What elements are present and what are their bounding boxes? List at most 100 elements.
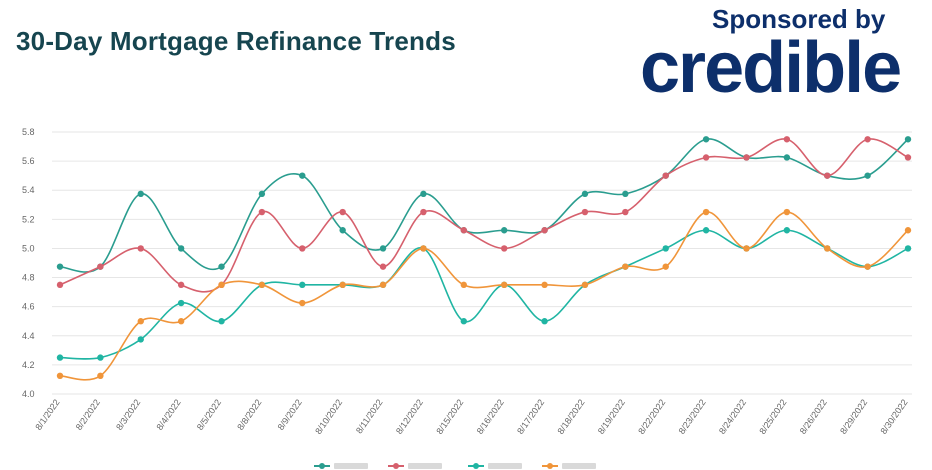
data-point [56, 372, 64, 380]
y-tick-label: 4.8 [22, 273, 35, 283]
data-point [783, 227, 791, 234]
x-tick-label: 8/26/2022 [798, 397, 829, 436]
data-point [339, 208, 346, 216]
data-point [662, 263, 669, 270]
series-4 [56, 208, 912, 381]
data-point [662, 245, 669, 252]
data-point [500, 227, 508, 234]
x-tick-label: 8/8/2022 [235, 397, 263, 431]
data-point [500, 281, 508, 289]
legend-label-placeholder [408, 463, 442, 469]
x-tick-label: 8/5/2022 [195, 397, 223, 431]
data-point [581, 281, 589, 289]
data-point [904, 136, 912, 143]
x-axis-ticks: 8/1/2022 8/2/2022 8/3/2022 8/4/2022 8/5/2022… [33, 397, 909, 436]
series-line [59, 138, 909, 273]
series-line [59, 229, 909, 360]
data-point [299, 172, 306, 179]
x-tick-label: 8/30/2022 [878, 397, 909, 436]
data-point [783, 208, 791, 216]
series-1 [56, 136, 912, 273]
data-point [541, 281, 548, 289]
data-point [702, 136, 710, 143]
legend-marker [547, 463, 553, 469]
data-point [783, 154, 791, 161]
x-tick-label: 8/17/2022 [515, 397, 546, 436]
data-point [97, 354, 104, 361]
data-point [864, 263, 871, 270]
data-point [541, 227, 548, 234]
data-point [177, 299, 185, 307]
data-point [56, 354, 64, 361]
x-tick-label: 8/12/2022 [394, 397, 425, 436]
data-point [541, 318, 548, 325]
y-tick-label: 4.2 [22, 360, 35, 370]
data-point [622, 263, 629, 270]
data-point [258, 208, 266, 216]
chart-title: 30-Day Mortgage Refinance Trends [16, 26, 456, 56]
y-tick-label: 5.0 [22, 243, 35, 253]
data-point [864, 172, 871, 179]
data-point [299, 281, 306, 289]
data-point [460, 281, 468, 289]
data-point [500, 245, 508, 252]
chart-legend [314, 463, 596, 469]
data-point [662, 172, 669, 179]
data-point [864, 136, 871, 143]
data-point [218, 263, 225, 270]
data-point [824, 245, 831, 252]
sponsor-text: Sponsored by [712, 4, 886, 34]
data-point [137, 336, 144, 343]
legend-label-placeholder [334, 463, 368, 469]
data-point [137, 245, 144, 252]
x-tick-label: 8/9/2022 [276, 397, 304, 431]
x-tick-label: 8/1/2022 [33, 397, 61, 431]
data-point [420, 190, 427, 198]
legend-marker [393, 463, 399, 469]
data-point [702, 154, 710, 161]
y-tick-label: 4.0 [22, 389, 35, 399]
data-point [379, 281, 387, 289]
data-point [258, 281, 266, 289]
data-point [218, 281, 225, 289]
legend-marker [319, 463, 325, 469]
x-tick-label: 8/25/2022 [757, 397, 788, 436]
data-point [904, 227, 912, 234]
x-tick-label: 8/24/2022 [717, 397, 748, 436]
y-tick-label: 4.4 [22, 331, 35, 341]
data-point [904, 245, 912, 252]
data-point [702, 208, 710, 216]
data-point [420, 208, 427, 216]
data-point [824, 172, 831, 179]
x-tick-label: 8/3/2022 [114, 397, 142, 431]
data-point [339, 227, 346, 234]
data-point [702, 227, 710, 234]
data-point [218, 318, 225, 325]
data-point [177, 281, 185, 289]
data-point [379, 263, 387, 270]
y-tick-label: 5.4 [22, 185, 35, 195]
data-point [339, 281, 346, 289]
series-2 [56, 136, 912, 293]
data-point [379, 245, 387, 252]
data-point [783, 136, 791, 143]
data-point [743, 154, 750, 161]
chart-series [56, 136, 912, 381]
data-point [622, 190, 629, 198]
data-point [177, 245, 185, 252]
data-point [420, 245, 427, 252]
series-line [59, 211, 909, 381]
x-tick-label: 8/11/2022 [354, 397, 385, 435]
legend-marker [473, 463, 479, 469]
x-tick-label: 8/29/2022 [838, 397, 869, 436]
data-point [581, 190, 589, 198]
data-point [299, 245, 306, 252]
data-point [97, 372, 104, 380]
data-point [177, 318, 185, 325]
data-point [904, 154, 912, 161]
y-tick-label: 4.6 [22, 302, 35, 312]
data-point [56, 281, 64, 289]
y-axis-ticks: 4.0 4.2 4.4 4.6 4.8 5.0 5.2 5.4 5.6 5.8 [22, 127, 35, 399]
x-tick-label: 8/10/2022 [313, 397, 344, 436]
